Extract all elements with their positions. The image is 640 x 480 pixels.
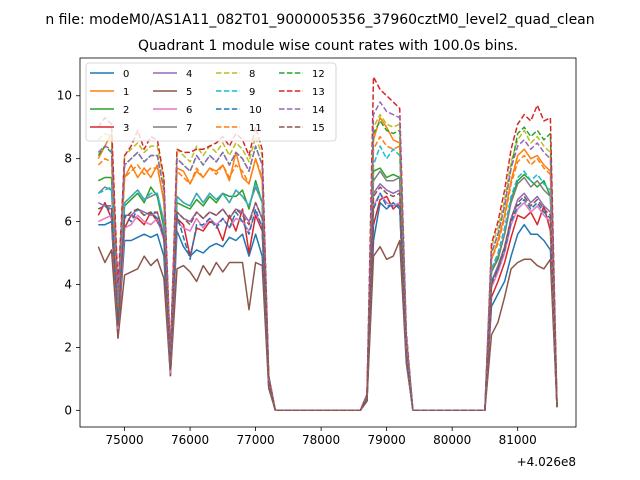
y-tick-label: 4 (64, 277, 72, 291)
legend-label: 1 (123, 87, 129, 98)
y-tick-label: 2 (64, 340, 72, 354)
legend-label: 12 (312, 69, 325, 80)
legend-box (85, 62, 337, 142)
chart-title: Quadrant 1 module wise count rates with … (138, 38, 518, 54)
x-tick-label: 79000 (368, 433, 406, 447)
y-tick-label: 6 (64, 215, 72, 229)
y-tick-label: 8 (64, 152, 72, 166)
x-tick-label: 78000 (302, 433, 340, 447)
x-tick-label: 77000 (237, 433, 275, 447)
legend-label: 8 (249, 69, 255, 80)
plot-frame (79, 57, 577, 428)
y-tick-label: 10 (57, 89, 72, 103)
legend-label: 11 (249, 123, 262, 134)
legend-label: 6 (186, 105, 192, 116)
y-axis: 0 2 4 6 8 10 (57, 89, 80, 417)
x-axis: 75000 76000 77000 78000 79000 80000 81000 (105, 427, 537, 447)
legend-label: 7 (186, 123, 192, 134)
y-tick-label: 0 (64, 403, 72, 417)
legend-label: 0 (123, 69, 129, 80)
legend-label: 3 (123, 123, 129, 134)
x-tick-label: 75000 (105, 433, 143, 447)
figure-suptitle: n file: modeM0/AS1A11_082T01_9000005356_… (45, 12, 594, 28)
legend-label: 4 (186, 69, 192, 80)
x-offset-label: +4.026e8 (517, 455, 576, 469)
series-layer (97, 76, 558, 412)
legend-label: 5 (186, 87, 192, 98)
legend-label: 13 (312, 87, 325, 98)
legend-label: 10 (249, 105, 262, 116)
x-tick-label: 80000 (433, 433, 471, 447)
legend-label: 9 (249, 87, 255, 98)
legend-label: 15 (312, 123, 325, 134)
legend-label: 14 (312, 105, 325, 116)
x-tick-label: 81000 (499, 433, 537, 447)
series-line-15 (97, 186, 558, 412)
x-tick-label: 76000 (171, 433, 209, 447)
legend-label: 2 (123, 105, 129, 116)
